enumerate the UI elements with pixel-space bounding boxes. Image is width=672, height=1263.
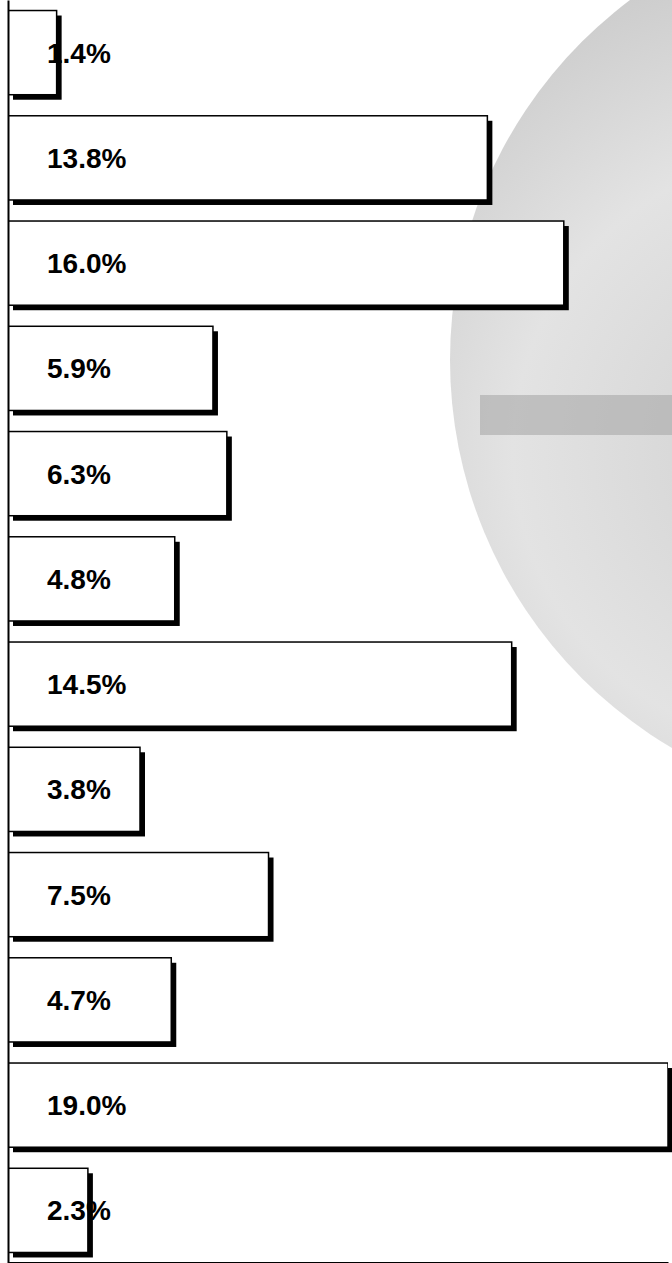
data-label: 16.0% [47,248,126,279]
bars [8,11,668,1253]
bar [8,958,171,1042]
bar [8,747,140,831]
bar [8,326,213,410]
y-axis-line [8,1,10,1263]
data-label: 1.4% [47,38,111,69]
bar [8,1063,668,1147]
x-axis [9,1262,669,1263]
bar [8,853,269,937]
bar [8,432,227,516]
data-label: 5.9% [47,353,111,384]
bar [8,642,512,726]
data-label: 14.5% [47,669,126,700]
bar [8,221,564,305]
y-axis [8,1,10,1263]
bar [8,116,487,200]
data-label: 4.7% [47,985,111,1016]
x-axis-line [9,1262,669,1263]
data-label: 6.3% [47,459,111,490]
bar [8,537,175,621]
data-label: 3.8% [47,774,111,805]
data-label: 4.8% [47,564,111,595]
data-label: 7.5% [47,880,111,911]
data-labels: 1.4% 13.8% 16.0% 5.9% 6.3% 4.8% 14.5% 3.8% 7.5% 4… [47,38,126,1227]
background-photo-band [480,395,672,435]
data-label: 13.8% [47,143,126,174]
data-label: 2.3% [47,1195,111,1226]
chart: 1.4% 13.8% 16.0% 5.9% 6.3% 4.8% 14.5% 3.8% 7.5% 4… [0,0,672,1263]
data-label: 19.0% [47,1090,126,1121]
